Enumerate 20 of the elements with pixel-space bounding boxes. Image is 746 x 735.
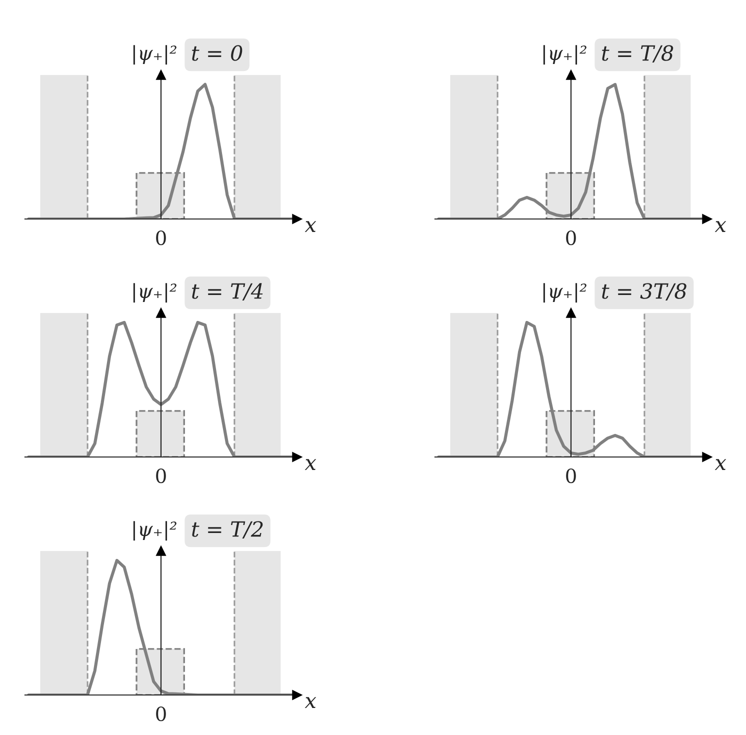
y-axis-title: |ψ₊|²	[133, 521, 176, 541]
y-axis-title: |ψ₊|²	[543, 45, 586, 65]
text: 0	[156, 230, 166, 246]
text: 0	[566, 230, 576, 246]
x-axis-title: x	[714, 221, 726, 232]
chart-title: t = 3T/8	[602, 283, 686, 301]
chart-title: t = T/2	[192, 521, 263, 539]
text: 0	[156, 706, 166, 722]
chart-title: t = T/4	[192, 283, 263, 301]
x-axis-title: x	[304, 697, 316, 708]
x-axis-title: x	[304, 221, 316, 232]
x-axis-title: x	[304, 459, 316, 470]
text: 0	[566, 468, 576, 484]
y-axis-title: |ψ₊|²	[133, 283, 176, 303]
chart-title: t = T/8	[602, 45, 674, 63]
x-axis-title: x	[714, 459, 726, 470]
text: 0	[156, 468, 166, 484]
y-axis-title: |ψ₊|²	[133, 45, 176, 65]
y-axis-title: |ψ₊|²	[543, 283, 586, 303]
chart-title: t = 0	[192, 45, 242, 61]
